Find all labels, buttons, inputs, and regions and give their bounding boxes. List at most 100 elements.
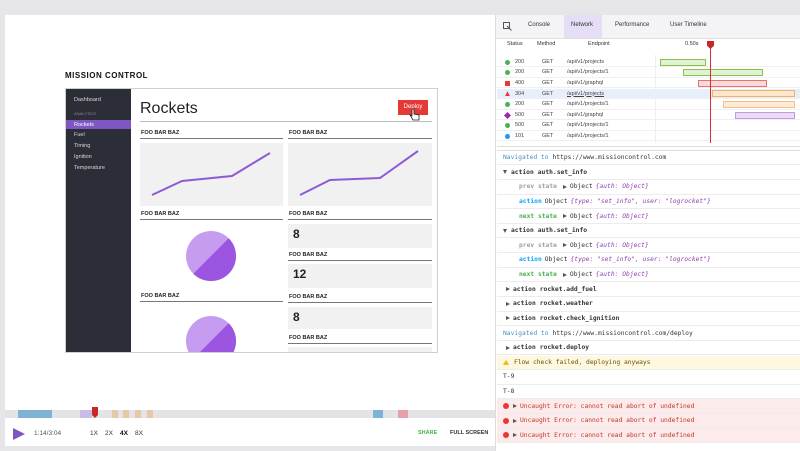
network-row[interactable] xyxy=(497,67,800,78)
widget-label: FOO BAR BAZ xyxy=(141,211,180,217)
sidebar-item[interactable]: Ignition xyxy=(74,154,92,160)
sidebar-item[interactable]: Timing xyxy=(74,143,91,149)
widget-label: FOO BAR BAZ xyxy=(289,130,328,136)
status-icon xyxy=(505,59,510,65)
console-line: T-8 xyxy=(497,385,800,400)
tab[interactable]: User Timeline xyxy=(670,22,707,28)
console-line: action rocket.add_fuel xyxy=(497,282,800,297)
object-type: Object xyxy=(569,212,593,220)
network-row[interactable] xyxy=(497,131,800,142)
sidebar-item[interactable]: Fuel xyxy=(74,132,85,138)
tab-active[interactable]: Network xyxy=(571,22,594,28)
action-name: rocket.weather xyxy=(539,300,593,308)
widget-label: FOO BAR BAZ xyxy=(141,293,180,299)
tab-selected-bg xyxy=(564,15,602,38)
expand-arrow xyxy=(562,272,567,277)
status-code: 304 xyxy=(515,90,525,97)
time-marker-head xyxy=(707,41,714,49)
expand-arrow xyxy=(506,287,510,292)
status-code: 200 xyxy=(515,69,525,76)
speed-option-active[interactable]: 4X xyxy=(120,430,128,437)
console-line: Flow check failed, deploying anyways xyxy=(497,355,800,371)
pane-divider[interactable] xyxy=(497,146,800,151)
status-code: 101 xyxy=(515,132,525,139)
sidebar-item[interactable]: Temperature xyxy=(74,165,105,171)
sidebar-item[interactable]: Rockets xyxy=(74,122,94,128)
action-name: rocket.check_ignition xyxy=(539,314,620,322)
object-type: Object xyxy=(569,271,593,279)
sidebar: Dashboard ANALYTICS Rockets Fuel Timing … xyxy=(66,89,131,352)
column-header: Method xyxy=(537,41,556,47)
speed-option[interactable]: 2X xyxy=(105,430,113,437)
deploy-button[interactable]: Deploy xyxy=(398,100,428,115)
network-row[interactable] xyxy=(497,88,800,100)
log-text: T-8 xyxy=(503,388,515,396)
expand-arrow xyxy=(562,214,567,219)
expand-arrow xyxy=(506,316,510,321)
console-line: action auth.set_info xyxy=(497,165,800,180)
state-label: next state xyxy=(519,271,557,279)
widget-rule xyxy=(288,302,432,303)
tab[interactable]: Console xyxy=(528,22,551,28)
endpoint: /api/v1/graphql xyxy=(567,111,604,118)
line-chart-card xyxy=(288,143,432,206)
waterfall-bar xyxy=(735,111,795,119)
share-button[interactable]: SHARE xyxy=(418,430,438,436)
widget-label: FOO BAR BAZ xyxy=(289,294,328,300)
action-name: auth.set_info xyxy=(537,227,588,235)
object-type: Object xyxy=(569,241,593,249)
console-line: Uncaught Error: cannot read abort of und… xyxy=(497,428,800,444)
action-keyword: action xyxy=(513,285,536,293)
widget-label: FOO BAR BAZ xyxy=(289,335,328,341)
network-row[interactable] xyxy=(497,99,800,110)
log-text: T-9 xyxy=(503,373,515,381)
status-icon xyxy=(505,70,510,76)
pie-card xyxy=(140,223,283,289)
speed-option[interactable]: 8X xyxy=(135,430,143,437)
speed-option[interactable]: 1X xyxy=(90,430,98,437)
waterfall-bar xyxy=(698,79,767,87)
network-row[interactable] xyxy=(497,57,800,68)
timeline[interactable] xyxy=(5,405,495,421)
time-marker-line xyxy=(710,44,711,143)
time-marker-label: 0.50s xyxy=(685,41,699,47)
network-row[interactable] xyxy=(497,120,800,131)
stat-card: 8 xyxy=(288,224,432,248)
endpoint: /api/v1/projects xyxy=(567,58,604,65)
network-row[interactable] xyxy=(497,110,800,121)
widget-label: FOO BAR BAZ xyxy=(289,211,328,217)
action-name: auth.set_info xyxy=(537,168,588,176)
status-code: 500 xyxy=(515,111,525,118)
sidebar-item[interactable]: Dashboard xyxy=(74,97,101,103)
object-type: Object xyxy=(569,183,593,191)
play-button[interactable] xyxy=(12,427,26,441)
expand-arrow xyxy=(513,433,517,438)
object-detail: {type: "set_info", user: "logrocket"} xyxy=(570,197,711,205)
fullscreen-button[interactable]: FULL SCREEN xyxy=(450,430,489,436)
cursor-icon xyxy=(408,108,420,121)
tab-bar xyxy=(496,15,800,39)
widget-rule xyxy=(288,260,432,261)
object-detail: {type: "set_info", user: "logrocket"} xyxy=(570,256,711,264)
object-detail: {auth: Object} xyxy=(595,271,649,279)
network-row[interactable] xyxy=(497,78,800,89)
expand-arrow xyxy=(506,345,510,350)
method: GET xyxy=(542,111,554,118)
app-frame: Dashboard ANALYTICS Rockets Fuel Timing … xyxy=(65,88,438,353)
widget-rule xyxy=(140,138,283,139)
object-detail: {auth: Object} xyxy=(595,241,649,249)
method: GET xyxy=(542,69,554,76)
inspect-icon[interactable] xyxy=(503,22,512,31)
method: GET xyxy=(542,90,554,97)
status-icon xyxy=(505,101,510,107)
tab[interactable]: Performance xyxy=(615,22,650,28)
warning-text: Flow check failed, deploying anyways xyxy=(514,358,651,366)
action-name: rocket.deploy xyxy=(539,344,590,352)
state-label: next state xyxy=(519,212,557,220)
object-detail: {auth: Object} xyxy=(595,212,649,220)
error-text: Uncaught Error: cannot read abort of und… xyxy=(520,431,695,439)
sidebar-active xyxy=(66,120,131,129)
status-code: 200 xyxy=(515,58,525,65)
status-code: 500 xyxy=(515,122,525,129)
